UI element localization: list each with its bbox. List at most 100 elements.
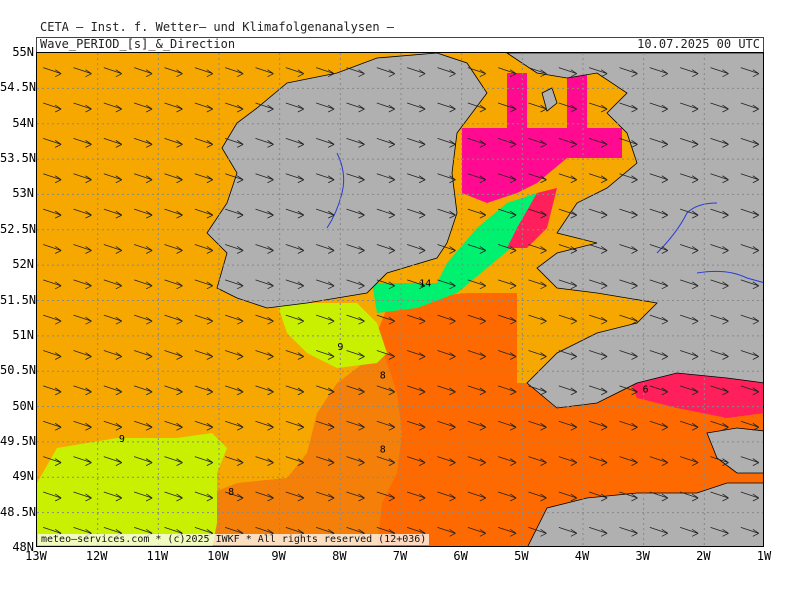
wave-direction-arrow: [285, 208, 305, 219]
wave-direction-arrow: [73, 491, 92, 502]
wave-direction-arrow: [376, 279, 396, 290]
wave-direction-arrow: [710, 138, 729, 148]
wave-direction-arrow: [407, 385, 426, 396]
wave-direction-arrow: [740, 420, 760, 431]
wave-direction-arrow: [467, 420, 487, 431]
wave-direction-arrow: [710, 244, 729, 254]
wave-direction-arrow: [528, 456, 547, 466]
wave-direction-arrow: [589, 420, 608, 431]
wave-direction-arrow: [255, 102, 274, 113]
wave-direction-arrow: [134, 244, 153, 254]
wave-direction-arrow: [498, 67, 517, 78]
wave-direction-arrow: [346, 67, 365, 78]
wave-direction-arrow: [285, 385, 305, 396]
wave-direction-arrow: [437, 244, 456, 254]
wave-direction-arrow: [316, 491, 335, 502]
contour-label: 8: [380, 370, 386, 381]
wave-direction-arrow: [164, 67, 183, 78]
longitude-label: 7W: [392, 549, 408, 563]
wave-direction-arrow: [164, 385, 183, 396]
wave-direction-arrow: [437, 456, 456, 466]
wave-direction-arrow: [467, 102, 487, 113]
latitude-label: 48N: [12, 540, 34, 554]
wave-direction-arrow: [558, 208, 578, 219]
wave-direction-arrow: [558, 173, 578, 184]
river-severn: [656, 202, 718, 254]
wave-direction-arrow: [255, 244, 274, 254]
wave-direction-arrow: [103, 350, 123, 360]
wave-direction-arrow: [103, 314, 123, 325]
wave-direction-arrow: [680, 456, 699, 466]
wave-direction-arrow: [73, 102, 92, 113]
wave-direction-arrow: [255, 420, 274, 431]
wave-direction-arrow: [407, 102, 426, 113]
wave-direction-arrow: [164, 456, 183, 466]
wave-direction-arrow: [467, 314, 487, 325]
longitude-label: 4W: [574, 549, 590, 563]
wave-direction-arrow: [164, 102, 183, 113]
wave-direction-arrow: [528, 526, 547, 537]
wave-direction-arrow: [710, 279, 729, 290]
wave-direction-arrow: [164, 244, 183, 254]
wave-direction-arrow: [134, 456, 153, 466]
wave-direction-arrow: [43, 244, 62, 254]
wave-direction-arrow: [255, 491, 274, 502]
wave-direction-arrow: [680, 314, 699, 325]
wave-direction-arrow: [316, 350, 335, 360]
longitude-label: 13W: [25, 549, 47, 563]
wave-direction-arrow: [103, 208, 123, 219]
wave-direction-arrow: [255, 385, 274, 396]
wave-direction-arrow: [285, 350, 305, 360]
wave-direction-arrow: [134, 350, 153, 360]
wave-direction-arrow: [194, 456, 214, 466]
wave-direction-arrow: [285, 67, 305, 78]
graticule: [37, 53, 763, 546]
wave-direction-arrow: [437, 279, 456, 290]
wave-direction-arrow: [43, 420, 62, 431]
wave-direction-arrow: [498, 138, 517, 148]
wave-direction-arrow: [73, 350, 92, 360]
wave-direction-arrow: [376, 208, 396, 219]
land-ireland: [206, 53, 488, 309]
wave-direction-arrow: [589, 102, 608, 113]
wave-direction-arrow: [285, 173, 305, 184]
organization-title: CETA – Inst. f. Wetter– und Klimafolgena…: [40, 20, 395, 34]
wave-direction-arrow: [255, 138, 274, 148]
wave-direction-arrow: [194, 173, 214, 184]
wave-direction-arrow: [528, 385, 547, 396]
longitude-label: 9W: [271, 549, 286, 563]
contour-label: 8: [228, 487, 234, 498]
wave-direction-arrow: [346, 385, 365, 396]
wave-direction-arrow: [285, 456, 305, 466]
wave-direction-arrow: [589, 244, 608, 254]
wave-direction-arrow: [710, 385, 729, 396]
ocean-field-3-4s-irish-sea: [462, 73, 622, 203]
wave-direction-arrow: [346, 314, 365, 325]
wave-direction-arrow: [528, 350, 547, 360]
wave-direction-arrow: [619, 102, 638, 113]
wave-direction-arrow: [558, 279, 578, 290]
wave-direction-arrow: [558, 244, 578, 254]
wave-direction-arrow: [740, 491, 760, 502]
copyright-footer: meteo–services.com * (c)2025 IWKF * All …: [38, 534, 430, 545]
wave-direction-arrow: [103, 420, 123, 431]
wave-direction-arrow: [73, 385, 92, 396]
wave-direction-arrow: [316, 173, 335, 184]
wave-direction-arrow: [134, 279, 153, 290]
wave-direction-arrow: [558, 67, 578, 78]
wave-direction-arrow: [649, 67, 669, 78]
wave-direction-arrow: [589, 173, 608, 184]
wave-direction-arrow: [316, 244, 335, 254]
wave-direction-arrow: [437, 420, 456, 431]
wave-direction-arrow: [225, 67, 244, 78]
wave-direction-arrow: [285, 244, 305, 254]
wave-direction-arrow: [346, 102, 365, 113]
land-great-britain: [506, 53, 763, 409]
wave-direction-arrow: [285, 102, 305, 113]
wave-direction-arrow: [437, 173, 456, 184]
wave-direction-arrow: [680, 67, 699, 78]
latitude-label: 50N: [12, 398, 34, 413]
field-title: Wave_PERIOD_[s]_&_Direction: [40, 37, 236, 51]
wave-direction-arrow: [528, 491, 547, 502]
wave-direction-arrow: [73, 173, 92, 184]
